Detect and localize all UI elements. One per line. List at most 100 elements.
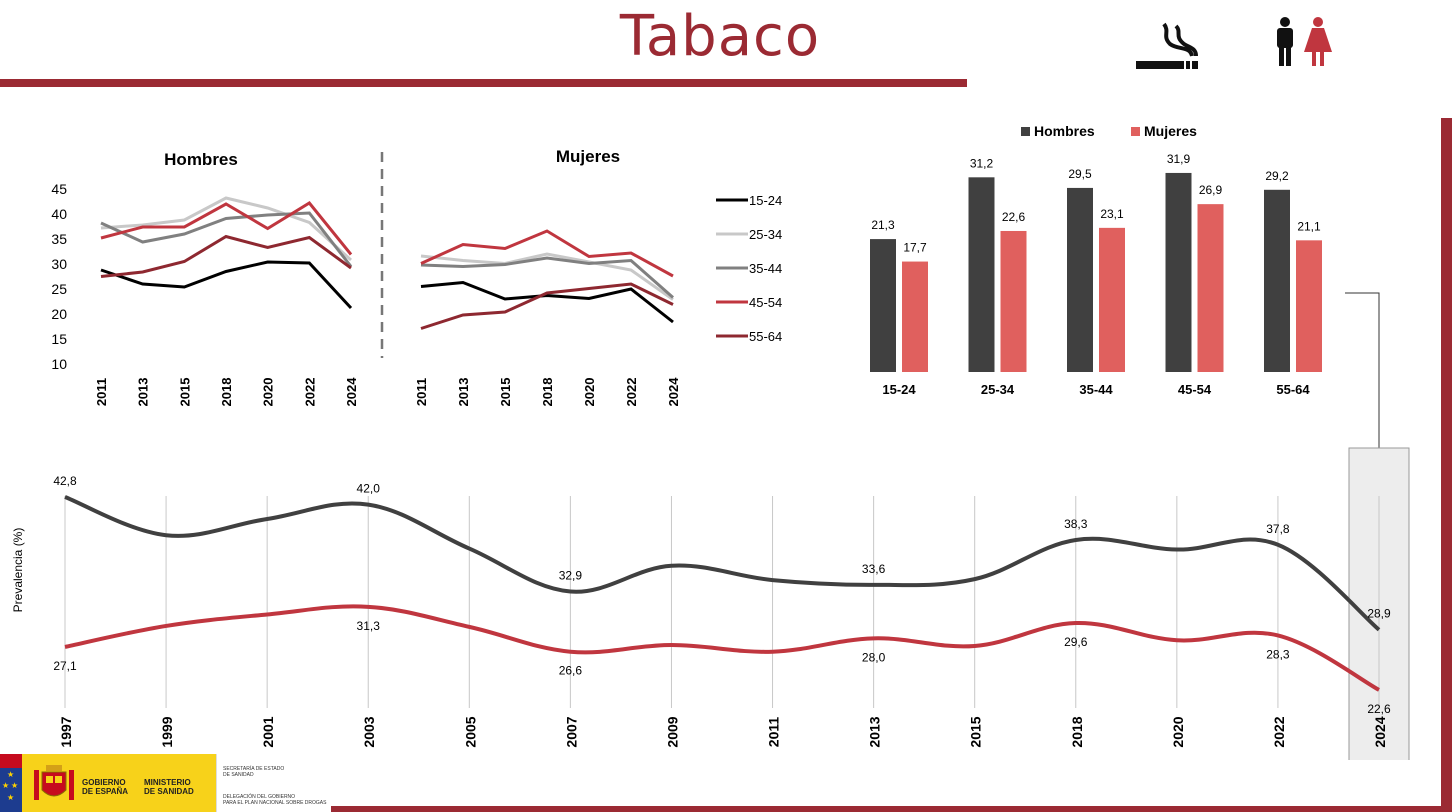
- legend-label: Hombres: [1034, 123, 1095, 139]
- data-label: 42,0: [357, 482, 381, 496]
- series-line-25-34: [100, 196, 353, 262]
- data-label: 33,6: [862, 562, 886, 576]
- panel-title: Mujeres: [556, 147, 620, 166]
- header-rule: [0, 79, 967, 87]
- series-line-45-54: [100, 201, 353, 256]
- x-tick-label: 1999: [159, 716, 175, 747]
- legend-label: 35-44: [749, 261, 782, 276]
- bar-value-label: 21,3: [871, 218, 895, 232]
- series-line-35-44: [420, 256, 674, 299]
- x-tick-label: 2011: [94, 378, 109, 406]
- footer-logos: ★ ★ ★ ★ GOBIERNO DE ESPAÑA MINISTERIO DE…: [0, 754, 331, 812]
- secretariat-line1: SECRETARÍA DE ESTADO: [223, 766, 285, 772]
- delegation-line1: DELEGACIÓN DEL GOBIERNO: [223, 794, 296, 800]
- x-tick-label: 2020: [1170, 716, 1186, 747]
- bar-Hombres-45-54: [1165, 172, 1192, 372]
- data-label: 31,3: [357, 619, 381, 633]
- legend-label: 25-34: [749, 227, 782, 242]
- category-label: 55-64: [1276, 382, 1310, 397]
- bar-Mujeres-25-34: [1000, 230, 1027, 372]
- bottom-rule: [330, 806, 1452, 812]
- x-tick-label: 2015: [498, 378, 513, 407]
- x-tick-label: 2007: [563, 716, 579, 747]
- logo-text-gobierno: GOBIERNO: [82, 778, 126, 787]
- secretariat-line2: DE SANIDAD: [223, 772, 254, 778]
- x-tick-label: 2022: [624, 378, 639, 407]
- data-label: 38,3: [1064, 517, 1088, 531]
- legend-label: 55-64: [749, 329, 782, 344]
- data-label: 32,9: [559, 569, 583, 583]
- logo-text-sanidad: DE SANIDAD: [144, 787, 194, 796]
- data-label: 22,6: [1367, 702, 1391, 716]
- x-tick-label: 2003: [361, 716, 377, 747]
- x-tick-label: 2020: [582, 378, 597, 407]
- bar-Hombres-15-24: [870, 239, 896, 372]
- y-tick-label: 15: [51, 331, 67, 347]
- x-tick-label: 2024: [666, 377, 681, 407]
- bar-value-label: 22,6: [1002, 210, 1026, 224]
- series-line-55-64: [420, 282, 674, 330]
- man-woman-icon: [1272, 16, 1336, 68]
- bar-Hombres-55-64: [1264, 189, 1290, 372]
- x-tick-label: 2015: [968, 716, 984, 747]
- data-label: 28,3: [1266, 647, 1290, 661]
- series-line-35-44: [100, 211, 353, 268]
- bar-Mujeres-45-54: [1197, 204, 1224, 372]
- coat-of-arms-icon: [32, 762, 76, 806]
- category-label: 15-24: [882, 382, 916, 397]
- government-logo: GOBIERNO DE ESPAÑA MINISTERIO DE SANIDAD: [22, 754, 216, 812]
- y-tick-label: 40: [51, 206, 67, 222]
- data-label: 27,1: [53, 659, 77, 673]
- y-axis-label: Prevalencia (%): [11, 528, 25, 613]
- x-tick-label: 2024: [1372, 716, 1388, 747]
- age-bar-chart: Hombres Mujeres 21,3 17,7 15-24 31,2 22,6 25-34…: [870, 123, 1322, 397]
- x-tick-label: 2013: [456, 378, 471, 407]
- x-tick-label: 2001: [260, 716, 276, 747]
- delegation-line2: PARA EL PLAN NACIONAL SOBRE DROGAS: [223, 800, 327, 806]
- category-label: 25-34: [981, 382, 1015, 397]
- logo-text-ministerio: MINISTERIO: [144, 778, 191, 787]
- bar-Hombres-35-44: [1067, 187, 1093, 372]
- series-line-45-54: [420, 229, 674, 278]
- y-tick-label: 20: [51, 306, 67, 322]
- y-tick-label: 35: [51, 231, 67, 247]
- x-tick-label: 2018: [219, 378, 234, 407]
- bar-value-label: 23,1: [1100, 207, 1124, 221]
- data-label: 37,8: [1266, 522, 1290, 536]
- legend-label: 45-54: [749, 295, 782, 310]
- y-tick-label: 45: [51, 181, 67, 197]
- trend-line-Mujeres: [64, 604, 1380, 692]
- secretariat-label: SECRETARÍA DE ESTADO DE SANIDAD DELEGACI…: [216, 754, 331, 812]
- x-tick-label: 2024: [344, 377, 359, 407]
- y-tick-label: 10: [51, 356, 67, 372]
- bar-value-label: 26,9: [1199, 183, 1223, 197]
- x-tick-label: 2009: [664, 716, 680, 747]
- bar-value-label: 31,2: [970, 156, 994, 170]
- panel-title: Hombres: [164, 150, 238, 169]
- bar-Mujeres-55-64: [1296, 240, 1322, 372]
- bar-Mujeres-35-44: [1099, 227, 1125, 372]
- bar-value-label: 21,1: [1297, 219, 1321, 233]
- bar-value-label: 29,2: [1265, 169, 1289, 183]
- x-tick-label: 2015: [177, 378, 192, 407]
- x-tick-label: 2018: [1069, 716, 1085, 747]
- logo-text-espana: DE ESPAÑA: [82, 787, 129, 796]
- bar-Hombres-25-34: [968, 177, 995, 372]
- y-tick-label: 30: [51, 256, 67, 272]
- bar-Mujeres-15-24: [902, 261, 928, 372]
- x-tick-label: 1997: [58, 716, 74, 747]
- legend-label: Mujeres: [1144, 123, 1197, 139]
- data-label: 28,9: [1367, 607, 1391, 621]
- x-tick-label: 2022: [302, 378, 317, 407]
- bar-value-label: 17,7: [903, 241, 927, 255]
- legend-swatch: [1131, 127, 1140, 136]
- bar-value-label: 29,5: [1068, 167, 1092, 181]
- prevalence-trend-chart: 1997 1999 2001 2003 2005 2007 2009 2011 2013 2015…: [11, 447, 1410, 760]
- bar-value-label: 31,9: [1167, 152, 1191, 166]
- x-tick-label: 2022: [1271, 716, 1287, 747]
- x-tick-label: 2013: [136, 378, 151, 407]
- right-rule: [1441, 118, 1452, 812]
- data-label: 28,0: [862, 650, 886, 664]
- legend-swatch: [1021, 127, 1030, 136]
